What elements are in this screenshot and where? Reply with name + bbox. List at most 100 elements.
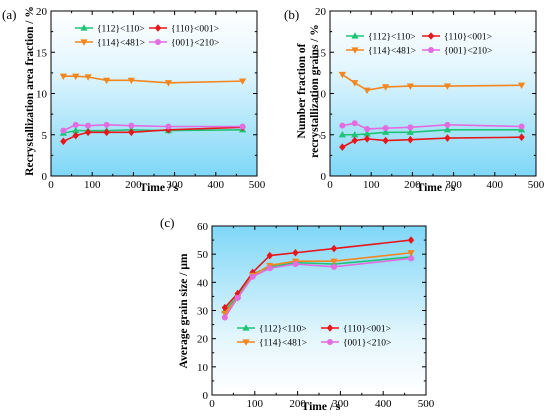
series-3: [60, 121, 246, 134]
legend-label: {114}<481>: [368, 47, 416, 57]
legend-marker: [80, 24, 88, 31]
plot-background: [330, 11, 536, 176]
x-tick-label: 300: [166, 179, 183, 191]
x-tick-label: 500: [418, 398, 435, 410]
chart-marks: [221, 236, 415, 321]
data-point: [249, 268, 256, 277]
x-tick-label: 300: [332, 398, 349, 410]
x-tick-label: 400: [375, 398, 392, 410]
y-tick-label: 15: [36, 47, 48, 59]
legend-marker: [242, 324, 250, 331]
legend-item: {114}<481>: [237, 339, 307, 349]
data-point: [351, 136, 358, 145]
data-point: [406, 128, 414, 135]
y-tick-label: 20: [36, 6, 48, 18]
legend-marker: [427, 32, 435, 40]
data-point: [72, 126, 80, 134]
legend-item: {110}<001>: [422, 32, 492, 43]
data-point: [363, 87, 371, 94]
legend-label: {001}<210>: [343, 339, 391, 349]
plot-area: [212, 226, 426, 395]
data-point: [128, 128, 135, 137]
legend-item: {112}<110>: [237, 324, 307, 335]
legend-label: {114}<481>: [97, 39, 145, 49]
y-tick-label: 5: [321, 130, 327, 142]
data-point: [407, 124, 414, 131]
data-point: [406, 83, 414, 90]
y-tick-label: 0: [321, 171, 327, 183]
chart-panel-c: (c) 0 100 200 300 400 500 0 10 20 30 40 50 60 {112}<…: [160, 215, 435, 413]
x-tick-label: 0: [48, 179, 54, 191]
data-point: [84, 128, 92, 137]
data-point: [364, 125, 371, 132]
x-axis-title: Time / s: [140, 182, 179, 194]
chart-legend: {112}<110> {110}<001> {114}<481> {001}<210>: [237, 324, 391, 349]
data-point: [127, 77, 135, 85]
data-point: [266, 265, 273, 272]
panel-label: (b): [284, 7, 299, 22]
legend-label: {001}<210>: [171, 39, 219, 49]
data-point: [339, 122, 346, 129]
legend-label: {112}<110>: [259, 325, 307, 335]
chart-axes: 0 100 200 300 400 500 0 5 10 15 20: [315, 6, 545, 191]
legend-label: {110}<001>: [171, 25, 219, 35]
legend-marker: [351, 47, 359, 54]
data-point: [407, 250, 415, 257]
data-point: [517, 82, 526, 90]
chart-legend: {112}<110> {110}<001> {114}<481> {001}<210>: [75, 24, 219, 49]
y-tick-label: 50: [197, 249, 209, 261]
data-point: [382, 136, 389, 145]
data-point: [518, 123, 525, 130]
data-point: [339, 143, 346, 151]
data-point: [444, 134, 451, 142]
series-3: [221, 255, 415, 321]
x-tick-label: 0: [327, 179, 333, 191]
y-tick-label: 30: [197, 306, 209, 318]
legend-item: {114}<481>: [346, 47, 416, 57]
series-1: [339, 133, 525, 151]
panel-label: (a): [2, 7, 16, 22]
data-point: [444, 121, 451, 128]
data-point: [330, 244, 338, 253]
y-tick-label: 0: [203, 390, 209, 402]
data-point: [292, 261, 299, 268]
data-point: [351, 80, 359, 87]
x-tick-label: 0: [209, 398, 215, 410]
y-axis-title-line-1: Number fraction of: [296, 43, 308, 138]
x-tick-label: 100: [247, 398, 264, 410]
legend-label: {112}<110>: [97, 25, 145, 35]
chart-axes: 0 100 200 300 400 500 0 10 20 30 40 50 60: [197, 221, 435, 410]
legend-item: {110}<001>: [149, 24, 219, 35]
data-point: [103, 121, 110, 128]
data-point: [249, 273, 256, 280]
data-point: [221, 310, 229, 318]
data-point: [72, 73, 80, 80]
legend-item: {112}<110>: [346, 32, 416, 43]
y-axis-title: Average grain size / μm: [178, 253, 190, 368]
x-tick-label: 100: [84, 179, 101, 191]
chart-legend: {112}<110> {110}<001> {114}<481> {001}<210>: [346, 32, 492, 57]
data-point: [266, 251, 273, 260]
y-tick-label: 40: [197, 277, 209, 289]
chart-axes: 0 100 200 300 400 500 0 5 10 15 20: [36, 6, 266, 191]
legend-marker: [154, 24, 162, 32]
data-point: [330, 263, 337, 270]
y-tick-label: 10: [197, 362, 209, 374]
data-point: [234, 294, 241, 301]
x-tick-label: 100: [363, 179, 380, 191]
legend-marker: [155, 39, 161, 45]
chart-marks: [338, 71, 526, 151]
data-point: [221, 314, 228, 321]
data-point: [84, 74, 92, 81]
x-tick-label: 200: [404, 179, 421, 191]
plot-area: [51, 11, 257, 176]
panel-label: (c): [160, 215, 174, 230]
data-point: [238, 78, 247, 85]
data-point: [60, 127, 67, 134]
data-point: [408, 255, 415, 262]
data-point: [351, 130, 359, 138]
legend-marker: [428, 47, 434, 53]
series-3: [339, 120, 525, 132]
